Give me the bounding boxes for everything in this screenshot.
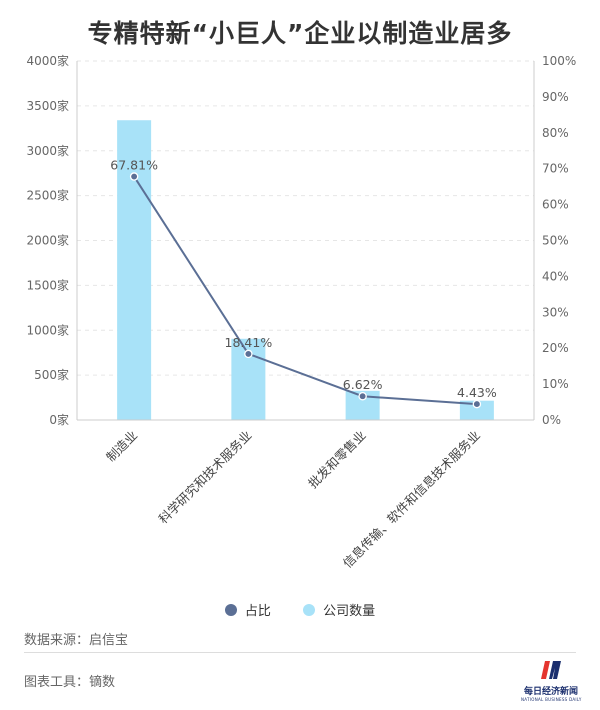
y-right-tick-label: 50% bbox=[542, 234, 569, 248]
data-label: 4.43% bbox=[457, 385, 497, 400]
y-right-tick-label: 20% bbox=[542, 341, 569, 355]
legend-label-count: 公司数量 bbox=[323, 604, 376, 619]
ratio-point bbox=[358, 391, 367, 401]
data-label: 18.41% bbox=[225, 335, 273, 350]
legend-bar-swatch bbox=[303, 603, 316, 616]
y-left-tick-label: 3500家 bbox=[26, 98, 69, 113]
y-right-tick-label: 100% bbox=[542, 54, 576, 68]
axis-layer: 0家 500家 1000家 1500家 2000家 2500家 3000家 3500家 4000… bbox=[26, 53, 576, 571]
bar bbox=[117, 120, 152, 421]
ratio-point bbox=[244, 349, 253, 359]
ratio-point bbox=[129, 172, 139, 181]
chart-tool: 图表工具：镝数 bbox=[24, 675, 116, 690]
y-right-tick-label: 10% bbox=[542, 377, 569, 391]
chart-title: 专精特新“小巨人”企业以制造业居多 bbox=[87, 19, 513, 48]
nbd-logo: 每日经济新闻 NATIONAL BUSINESS DAILY bbox=[521, 660, 581, 704]
line-layer: 67.81% 18.41% 6.62% 4.43% bbox=[110, 158, 497, 409]
legend-item-count[interactable]: 公司数量 bbox=[303, 600, 375, 619]
y-left-tick-label: 3000家 bbox=[26, 143, 69, 158]
y-right-tick-label: 60% bbox=[542, 198, 569, 212]
ratio-line bbox=[133, 176, 477, 406]
data-label: 67.81% bbox=[110, 158, 158, 173]
logo-text: 每日经济新闻 bbox=[523, 687, 578, 697]
y-right-tick-label: 40% bbox=[542, 269, 569, 283]
y-left-tick-label: 500家 bbox=[34, 367, 69, 382]
legend-line-swatch bbox=[224, 603, 237, 616]
footer-divider bbox=[24, 652, 576, 653]
legend: 占比 公司数量 bbox=[0, 600, 600, 620]
y-right-tick-label: 0% bbox=[542, 413, 561, 427]
data-source: 数据来源：启信宝 bbox=[24, 633, 129, 648]
y-right-tick-label: 90% bbox=[542, 90, 569, 104]
logo-subtext: NATIONAL BUSINESS DAILY bbox=[521, 697, 582, 702]
y-left-tick-label: 4000家 bbox=[26, 53, 69, 68]
y-left-tick-label: 1500家 bbox=[26, 277, 69, 292]
y-right-tick-label: 80% bbox=[542, 126, 569, 140]
x-tick-label: 信息传输、软件和信息技术服务业 bbox=[340, 428, 483, 571]
ratio-point bbox=[472, 399, 482, 409]
legend-item-ratio[interactable]: 占比 bbox=[224, 600, 271, 619]
chart-plot: 67.81% 18.41% 6.62% 4.43% 0家 500家 1000家 1500家 2… bbox=[26, 53, 576, 571]
x-tick-label: 科学研究和技术服务业 bbox=[155, 428, 254, 527]
nbd-logo-icon bbox=[541, 661, 561, 679]
legend-label-ratio: 占比 bbox=[244, 604, 271, 619]
data-label: 6.62% bbox=[343, 377, 383, 392]
y-right-tick-label: 30% bbox=[542, 305, 569, 319]
bar bbox=[459, 400, 494, 420]
y-left-tick-label: 2000家 bbox=[26, 233, 69, 248]
x-tick-label: 制造业 bbox=[103, 428, 140, 465]
x-tick-label: 批发和零售业 bbox=[305, 428, 369, 492]
y-left-tick-label: 0家 bbox=[49, 412, 69, 427]
y-left-tick-label: 1000家 bbox=[26, 322, 69, 337]
y-left-tick-label: 2500家 bbox=[26, 188, 69, 203]
y-right-tick-label: 70% bbox=[542, 162, 569, 176]
